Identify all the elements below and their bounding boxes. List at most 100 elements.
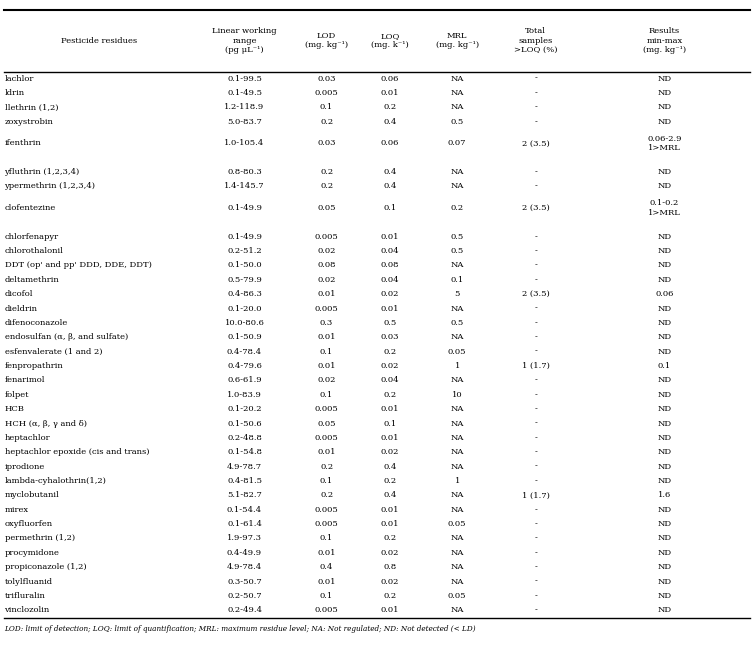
Text: -: - bbox=[534, 261, 537, 270]
Text: 0.01: 0.01 bbox=[381, 506, 400, 514]
Text: trifluralin: trifluralin bbox=[5, 592, 45, 600]
Text: -: - bbox=[534, 506, 537, 514]
Text: 0.2: 0.2 bbox=[384, 534, 397, 543]
Text: 0.05: 0.05 bbox=[448, 592, 467, 600]
Text: NA: NA bbox=[451, 75, 464, 83]
Text: 0.4: 0.4 bbox=[320, 563, 333, 571]
Text: LOD
(mg. kg⁻¹): LOD (mg. kg⁻¹) bbox=[305, 32, 348, 49]
Text: ND: ND bbox=[657, 549, 672, 557]
Text: 0.4-81.5: 0.4-81.5 bbox=[227, 477, 262, 485]
Text: 0.4: 0.4 bbox=[383, 118, 397, 126]
Text: 0.01: 0.01 bbox=[381, 305, 400, 313]
Text: 2 (3.5): 2 (3.5) bbox=[522, 139, 550, 148]
Text: 0.01: 0.01 bbox=[381, 606, 400, 614]
Text: 10.0-80.6: 10.0-80.6 bbox=[225, 319, 265, 327]
Text: ND: ND bbox=[657, 534, 672, 543]
Text: 0.1-0.2
1>MRL: 0.1-0.2 1>MRL bbox=[648, 200, 681, 216]
Text: NA: NA bbox=[451, 563, 464, 571]
Text: ND: ND bbox=[657, 276, 672, 284]
Text: 2 (3.5): 2 (3.5) bbox=[522, 290, 550, 298]
Text: -: - bbox=[534, 103, 537, 111]
Text: zoxystrobin: zoxystrobin bbox=[5, 118, 54, 126]
Text: 0.01: 0.01 bbox=[317, 290, 336, 298]
Text: 0.02: 0.02 bbox=[381, 362, 400, 370]
Text: 0.1: 0.1 bbox=[320, 592, 333, 600]
Text: ND: ND bbox=[657, 348, 672, 356]
Text: 0.04: 0.04 bbox=[381, 247, 400, 255]
Text: 0.02: 0.02 bbox=[381, 549, 400, 557]
Text: -: - bbox=[534, 405, 537, 413]
Text: 0.6-61.9: 0.6-61.9 bbox=[227, 376, 262, 384]
Text: iprodione: iprodione bbox=[5, 463, 44, 471]
Text: 1.0-83.9: 1.0-83.9 bbox=[227, 391, 262, 399]
Text: NA: NA bbox=[451, 305, 464, 313]
Text: 0.03: 0.03 bbox=[381, 333, 400, 341]
Text: 0.2: 0.2 bbox=[320, 491, 333, 499]
Text: 0.5: 0.5 bbox=[451, 247, 464, 255]
Text: endosulfan (α, β, and sulfate): endosulfan (α, β, and sulfate) bbox=[5, 333, 127, 341]
Text: 0.1-50.6: 0.1-50.6 bbox=[227, 419, 262, 428]
Text: vinclozolin: vinclozolin bbox=[5, 606, 50, 614]
Text: ND: ND bbox=[657, 419, 672, 428]
Text: -: - bbox=[534, 434, 537, 442]
Text: 0.2: 0.2 bbox=[384, 348, 397, 356]
Text: 5.1-82.7: 5.1-82.7 bbox=[227, 491, 262, 499]
Text: 0.2: 0.2 bbox=[384, 391, 397, 399]
Text: 0.01: 0.01 bbox=[381, 434, 400, 442]
Text: Total
samples
>LOQ (%): Total samples >LOQ (%) bbox=[514, 27, 557, 54]
Text: 0.04: 0.04 bbox=[381, 376, 400, 384]
Text: 0.005: 0.005 bbox=[314, 233, 339, 240]
Text: 0.1: 0.1 bbox=[320, 348, 333, 356]
Text: 0.2-49.4: 0.2-49.4 bbox=[227, 606, 262, 614]
Text: 0.1: 0.1 bbox=[320, 534, 333, 543]
Text: 0.1: 0.1 bbox=[384, 204, 397, 212]
Text: 0.01: 0.01 bbox=[381, 89, 400, 97]
Text: 0.1-54.8: 0.1-54.8 bbox=[227, 448, 262, 456]
Text: ND: ND bbox=[657, 75, 672, 83]
Text: 0.1-49.5: 0.1-49.5 bbox=[227, 89, 262, 97]
Text: 0.1: 0.1 bbox=[384, 419, 397, 428]
Text: 0.2: 0.2 bbox=[451, 204, 464, 212]
Text: 0.02: 0.02 bbox=[381, 448, 400, 456]
Text: NA: NA bbox=[451, 506, 464, 514]
Text: DDT (op' and pp' DDD, DDE, DDT): DDT (op' and pp' DDD, DDE, DDT) bbox=[5, 261, 152, 270]
Text: ND: ND bbox=[657, 103, 672, 111]
Text: 0.3-50.7: 0.3-50.7 bbox=[227, 578, 262, 586]
Text: ND: ND bbox=[657, 563, 672, 571]
Text: NA: NA bbox=[451, 549, 464, 557]
Text: 1 (1.7): 1 (1.7) bbox=[522, 491, 550, 499]
Text: 0.04: 0.04 bbox=[381, 276, 400, 284]
Text: chlorothalonil: chlorothalonil bbox=[5, 247, 63, 255]
Text: -: - bbox=[534, 183, 537, 190]
Text: LOQ
(mg. k⁻¹): LOQ (mg. k⁻¹) bbox=[371, 32, 409, 49]
Text: 0.4-78.4: 0.4-78.4 bbox=[227, 348, 262, 356]
Text: 0.2: 0.2 bbox=[384, 592, 397, 600]
Text: ND: ND bbox=[657, 247, 672, 255]
Text: ifenthrin: ifenthrin bbox=[5, 139, 41, 148]
Text: 1.4-145.7: 1.4-145.7 bbox=[224, 183, 265, 190]
Text: permethrin (1,2): permethrin (1,2) bbox=[5, 534, 75, 543]
Text: 0.1: 0.1 bbox=[451, 276, 464, 284]
Text: 1: 1 bbox=[455, 362, 460, 370]
Text: 10: 10 bbox=[452, 391, 462, 399]
Text: -: - bbox=[534, 118, 537, 126]
Text: 4.9-78.4: 4.9-78.4 bbox=[227, 563, 262, 571]
Text: ND: ND bbox=[657, 606, 672, 614]
Text: dieldrin: dieldrin bbox=[5, 305, 38, 313]
Text: NA: NA bbox=[451, 103, 464, 111]
Text: 0.06: 0.06 bbox=[381, 139, 400, 148]
Text: ND: ND bbox=[657, 578, 672, 586]
Text: 0.05: 0.05 bbox=[317, 204, 336, 212]
Text: -: - bbox=[534, 391, 537, 399]
Text: 0.2: 0.2 bbox=[384, 477, 397, 485]
Text: 0.02: 0.02 bbox=[317, 247, 336, 255]
Text: 1.2-118.9: 1.2-118.9 bbox=[225, 103, 265, 111]
Text: dicofol: dicofol bbox=[5, 290, 33, 298]
Text: NA: NA bbox=[451, 168, 464, 176]
Text: -: - bbox=[534, 168, 537, 176]
Text: 0.1-61.4: 0.1-61.4 bbox=[227, 520, 262, 528]
Text: ND: ND bbox=[657, 118, 672, 126]
Text: ND: ND bbox=[657, 592, 672, 600]
Text: 0.5: 0.5 bbox=[384, 319, 397, 327]
Text: -: - bbox=[534, 592, 537, 600]
